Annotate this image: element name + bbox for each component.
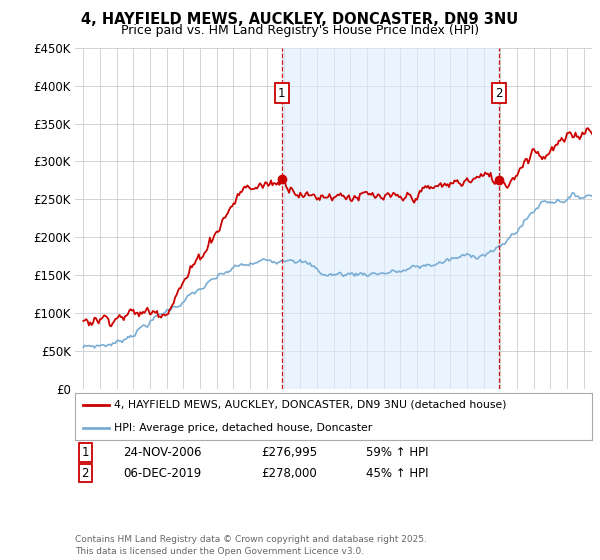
Text: 4, HAYFIELD MEWS, AUCKLEY, DONCASTER, DN9 3NU (detached house): 4, HAYFIELD MEWS, AUCKLEY, DONCASTER, DN… bbox=[114, 400, 506, 410]
Text: 2: 2 bbox=[496, 87, 503, 100]
Text: Price paid vs. HM Land Registry's House Price Index (HPI): Price paid vs. HM Land Registry's House … bbox=[121, 24, 479, 37]
Text: 06-DEC-2019: 06-DEC-2019 bbox=[123, 466, 201, 480]
Text: 45% ↑ HPI: 45% ↑ HPI bbox=[366, 466, 428, 480]
Text: Contains HM Land Registry data © Crown copyright and database right 2025.
This d: Contains HM Land Registry data © Crown c… bbox=[75, 535, 427, 556]
Text: 1: 1 bbox=[278, 87, 286, 100]
Text: 2: 2 bbox=[82, 466, 89, 480]
Bar bbox=[282, 48, 499, 389]
Text: £278,000: £278,000 bbox=[261, 466, 317, 480]
Text: HPI: Average price, detached house, Doncaster: HPI: Average price, detached house, Donc… bbox=[114, 423, 372, 433]
Text: 59% ↑ HPI: 59% ↑ HPI bbox=[366, 446, 428, 459]
Text: 24-NOV-2006: 24-NOV-2006 bbox=[123, 446, 202, 459]
Text: 4, HAYFIELD MEWS, AUCKLEY, DONCASTER, DN9 3NU: 4, HAYFIELD MEWS, AUCKLEY, DONCASTER, DN… bbox=[82, 12, 518, 27]
Text: 1: 1 bbox=[82, 446, 89, 459]
Text: £276,995: £276,995 bbox=[261, 446, 317, 459]
